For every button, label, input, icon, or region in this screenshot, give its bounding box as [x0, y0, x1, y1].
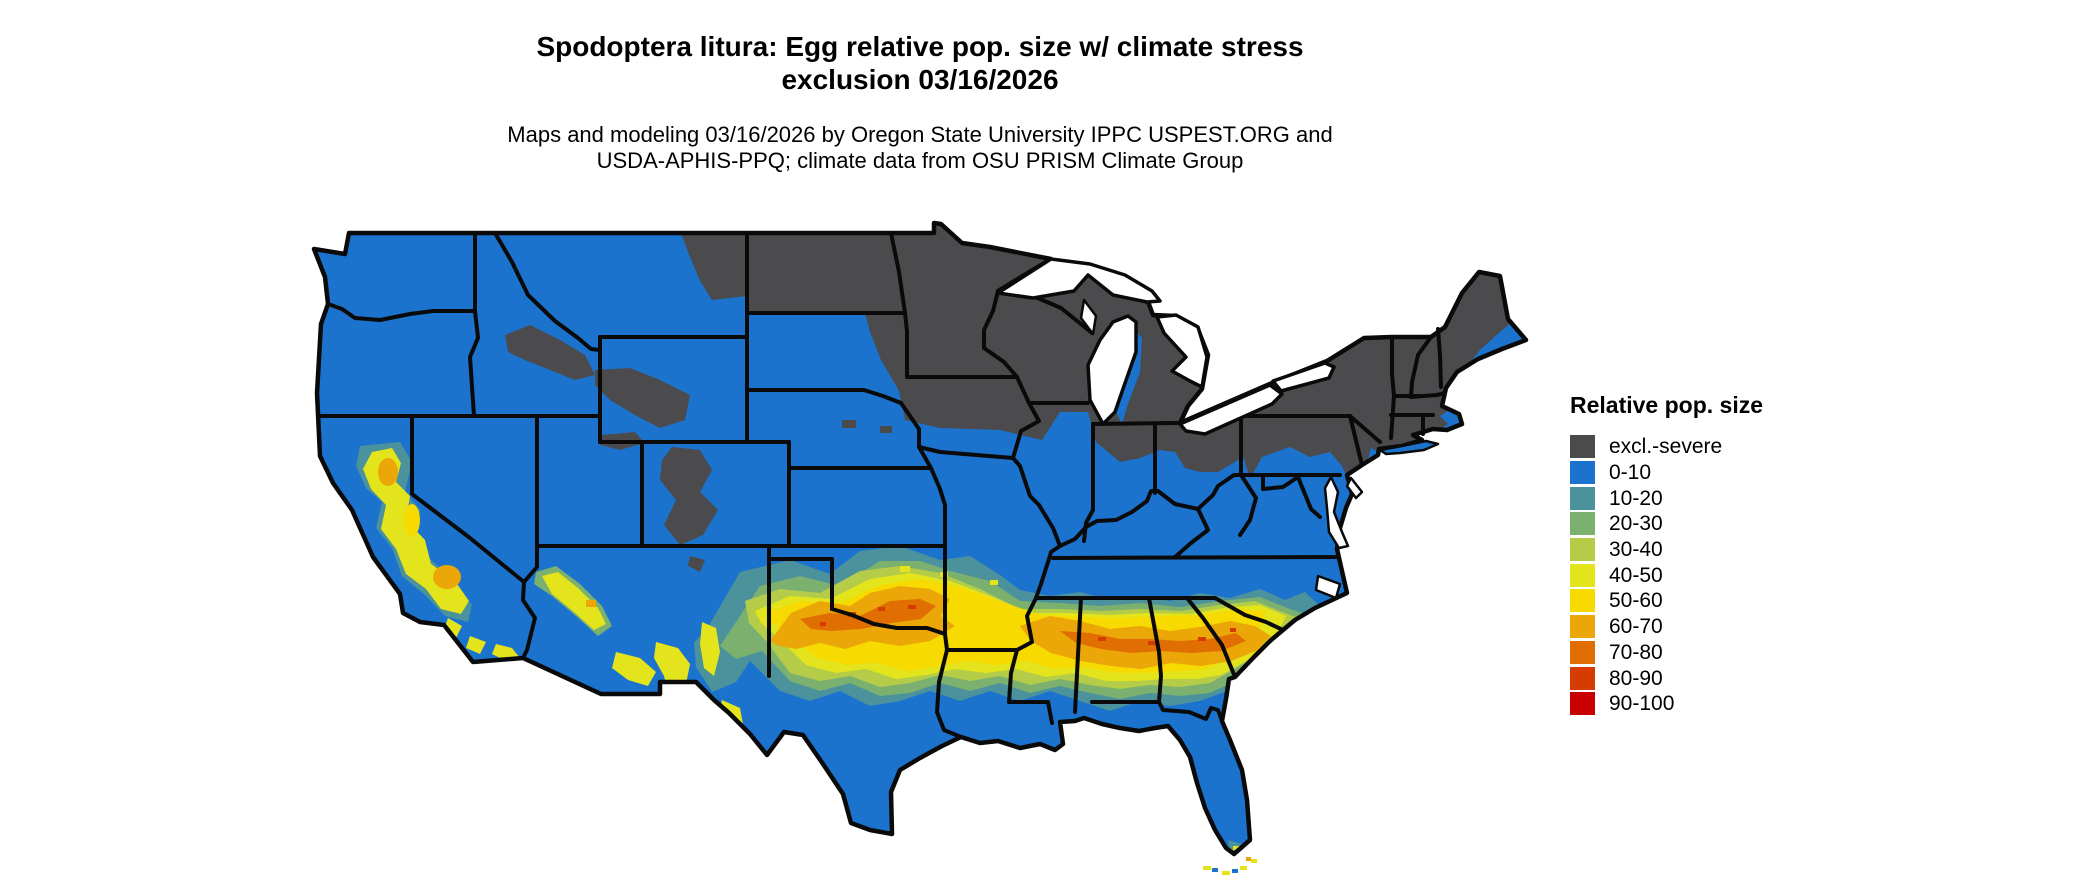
legend-title: Relative pop. size [1570, 392, 1764, 418]
legend-row-b0: 0-10 [1570, 460, 1870, 486]
fill-excluded-bitterroot [505, 325, 595, 380]
legend-row-b50: 50-60 [1570, 588, 1870, 614]
legend-label: 40-50 [1609, 563, 1663, 587]
legend-swatch [1570, 461, 1595, 485]
legend-row-b80: 80-90 [1570, 665, 1870, 691]
legend-row-excl: excl.-severe [1570, 434, 1870, 460]
legend-label: 10-20 [1609, 486, 1663, 510]
fill-band-70-80-west [800, 599, 936, 631]
long-island [1378, 439, 1440, 456]
state-borders [317, 231, 1447, 739]
figure-subtitle: Maps and modeling 03/16/2026 by Oregon S… [0, 122, 1840, 174]
great-lakes [996, 257, 1364, 600]
legend-row-b40: 40-50 [1570, 562, 1870, 588]
chesapeake-bay [1323, 475, 1350, 550]
legend-row-b10: 10-20 [1570, 485, 1870, 511]
fill-stx-gold [793, 831, 798, 835]
lake-huron [1155, 313, 1209, 389]
fill-fl-tip-yellow [1233, 846, 1239, 850]
lake-superior [996, 257, 1162, 304]
legend-swatch [1570, 615, 1595, 639]
legend-label: 60-70 [1609, 615, 1663, 639]
legend-swatch [1570, 538, 1595, 562]
figure-title: Spodoptera litura: Egg relative pop. siz… [0, 30, 1840, 96]
fill-stx-yellow [790, 828, 800, 837]
legend-row-b20: 20-30 [1570, 511, 1870, 537]
fill-excluded-speck [842, 420, 856, 428]
lake-ontario [1271, 361, 1336, 393]
legend-row-b90: 90-100 [1570, 691, 1870, 717]
subtitle-line-1: Maps and modeling 03/16/2026 by Oregon S… [507, 122, 1333, 147]
legend-label: 30-40 [1609, 538, 1663, 562]
legend-swatch [1570, 692, 1595, 716]
fill-az-orange-speck [586, 600, 596, 607]
fill-excluded-nm [688, 556, 705, 572]
legend-swatch [1570, 589, 1595, 613]
legend-label: excl.-severe [1609, 435, 1723, 459]
legend-items: excl.-severe 0-10 10-20 20-30 30-40 40-5… [1570, 434, 1870, 717]
legend-label: 20-30 [1609, 512, 1663, 536]
legend-swatch [1570, 563, 1595, 587]
fill-ca-orange-2 [433, 565, 461, 589]
legend-label: 0-10 [1609, 461, 1652, 485]
pamlico-sound [1314, 574, 1342, 600]
green-bay [1079, 298, 1098, 336]
lake-erie [1178, 383, 1284, 436]
legend-row-b60: 60-70 [1570, 614, 1870, 640]
fill-socal-2 [466, 636, 486, 654]
fill-excluded-speck [880, 426, 892, 433]
subtitle-line-2: USDA-APHIS-PPQ; climate data from OSU PR… [596, 148, 1244, 173]
legend-row-b70: 70-80 [1570, 640, 1870, 666]
legend-swatch [1570, 666, 1595, 690]
fill-excluded-yellowstone [595, 368, 690, 428]
fill-az-yellow-diag [542, 572, 606, 630]
map-legend: Relative pop. size excl.-severe 0-10 10-… [1570, 392, 1870, 717]
fill-ca-orange-1 [378, 458, 398, 486]
fill-excluded-colorado-rockies [660, 447, 718, 545]
legend-label: 70-80 [1609, 640, 1663, 664]
legend-label: 90-100 [1609, 692, 1675, 716]
florida-keys [1203, 857, 1257, 875]
legend-swatch [1570, 640, 1595, 664]
legend-row-b30: 30-40 [1570, 537, 1870, 563]
legend-swatch [1570, 486, 1595, 510]
conus-outline [311, 220, 1529, 857]
legend-label: 80-90 [1609, 666, 1663, 690]
fill-socal-3 [492, 644, 520, 660]
title-line-2: exclusion 03/16/2026 [781, 64, 1059, 95]
lake-michigan [1086, 314, 1138, 426]
delaware-bay [1345, 476, 1364, 500]
title-line-1: Spodoptera litura: Egg relative pop. siz… [536, 31, 1304, 62]
fill-ca-gold [404, 504, 420, 536]
legend-swatch [1570, 435, 1595, 459]
legend-swatch [1570, 512, 1595, 536]
fill-nm-yellow-2 [700, 622, 720, 676]
legend-label: 50-60 [1609, 589, 1663, 613]
fill-az-se-yellow [612, 652, 656, 686]
